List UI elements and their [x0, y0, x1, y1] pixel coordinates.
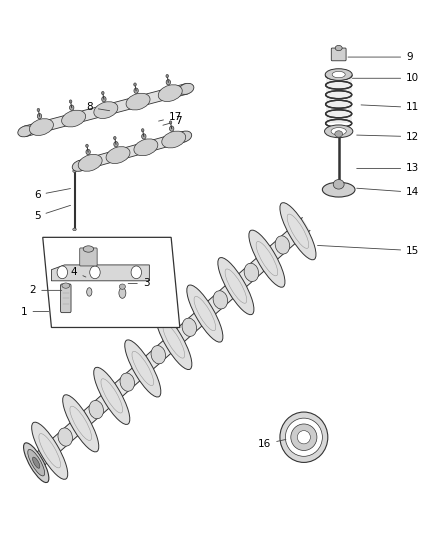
Text: 11: 11 [361, 102, 420, 112]
Ellipse shape [151, 345, 166, 364]
Ellipse shape [335, 131, 343, 137]
Ellipse shape [156, 312, 192, 369]
Ellipse shape [70, 105, 74, 110]
Ellipse shape [244, 263, 259, 281]
Ellipse shape [280, 412, 328, 463]
Ellipse shape [83, 246, 94, 252]
Ellipse shape [325, 125, 353, 138]
Ellipse shape [32, 422, 68, 479]
Text: 16: 16 [258, 439, 286, 449]
Ellipse shape [62, 110, 85, 127]
Ellipse shape [325, 69, 352, 80]
Ellipse shape [24, 443, 49, 482]
Ellipse shape [179, 83, 194, 94]
Text: 5: 5 [34, 205, 71, 221]
Ellipse shape [213, 290, 228, 309]
Ellipse shape [126, 93, 150, 110]
Ellipse shape [28, 449, 45, 476]
Ellipse shape [106, 147, 130, 164]
Ellipse shape [166, 75, 169, 78]
Ellipse shape [297, 431, 311, 444]
Ellipse shape [170, 126, 174, 131]
FancyBboxPatch shape [60, 284, 71, 313]
Ellipse shape [275, 236, 290, 254]
Polygon shape [79, 132, 185, 171]
Ellipse shape [141, 134, 146, 139]
Ellipse shape [29, 119, 53, 135]
Ellipse shape [18, 126, 33, 137]
Ellipse shape [94, 102, 118, 118]
Ellipse shape [119, 284, 125, 289]
Text: 8: 8 [86, 102, 110, 112]
Polygon shape [51, 265, 149, 281]
Ellipse shape [87, 288, 92, 296]
Ellipse shape [286, 418, 322, 456]
Ellipse shape [332, 71, 345, 78]
Ellipse shape [331, 127, 346, 135]
Ellipse shape [94, 367, 130, 424]
Ellipse shape [134, 83, 136, 86]
Circle shape [57, 266, 67, 279]
Ellipse shape [37, 114, 42, 119]
Ellipse shape [69, 100, 72, 103]
Ellipse shape [291, 424, 317, 450]
Ellipse shape [280, 203, 316, 260]
Ellipse shape [333, 180, 344, 189]
Polygon shape [43, 237, 180, 327]
Text: 14: 14 [357, 187, 420, 197]
Text: 1: 1 [21, 306, 49, 317]
Ellipse shape [169, 121, 172, 124]
Ellipse shape [335, 45, 342, 51]
Ellipse shape [102, 96, 106, 102]
Ellipse shape [72, 160, 87, 171]
Text: 7: 7 [163, 116, 182, 126]
FancyBboxPatch shape [331, 48, 346, 61]
Text: 9: 9 [348, 52, 413, 62]
Text: 6: 6 [34, 189, 71, 200]
Ellipse shape [78, 155, 102, 171]
Text: 10: 10 [352, 73, 419, 83]
Ellipse shape [187, 285, 223, 342]
Ellipse shape [134, 139, 158, 156]
Ellipse shape [113, 136, 116, 140]
Ellipse shape [58, 428, 72, 446]
Circle shape [90, 266, 100, 279]
Bar [325, 76, 352, 123]
Polygon shape [32, 217, 310, 469]
Text: 13: 13 [357, 164, 420, 173]
Ellipse shape [322, 182, 355, 197]
Ellipse shape [63, 395, 99, 452]
Text: 15: 15 [318, 245, 420, 256]
Ellipse shape [134, 88, 138, 93]
Ellipse shape [114, 142, 118, 147]
Ellipse shape [166, 79, 170, 85]
Ellipse shape [89, 400, 103, 419]
Text: 17: 17 [159, 112, 182, 122]
Text: 2: 2 [30, 285, 62, 295]
Ellipse shape [249, 230, 285, 287]
Ellipse shape [73, 228, 76, 231]
Ellipse shape [73, 169, 76, 172]
Ellipse shape [125, 340, 161, 397]
Ellipse shape [102, 91, 104, 94]
Ellipse shape [141, 128, 144, 132]
Ellipse shape [37, 108, 40, 111]
FancyBboxPatch shape [80, 248, 97, 266]
Text: 12: 12 [357, 132, 420, 142]
Polygon shape [25, 84, 187, 136]
Ellipse shape [86, 149, 90, 155]
Ellipse shape [86, 144, 88, 148]
Ellipse shape [62, 283, 70, 288]
Text: 4: 4 [71, 267, 86, 277]
Ellipse shape [162, 131, 186, 148]
Text: 3: 3 [128, 278, 149, 288]
Ellipse shape [32, 457, 40, 469]
Ellipse shape [218, 257, 254, 314]
Ellipse shape [177, 131, 192, 142]
Ellipse shape [120, 373, 134, 391]
Circle shape [131, 266, 141, 279]
Ellipse shape [158, 85, 182, 101]
Ellipse shape [182, 318, 197, 336]
Ellipse shape [119, 288, 126, 298]
